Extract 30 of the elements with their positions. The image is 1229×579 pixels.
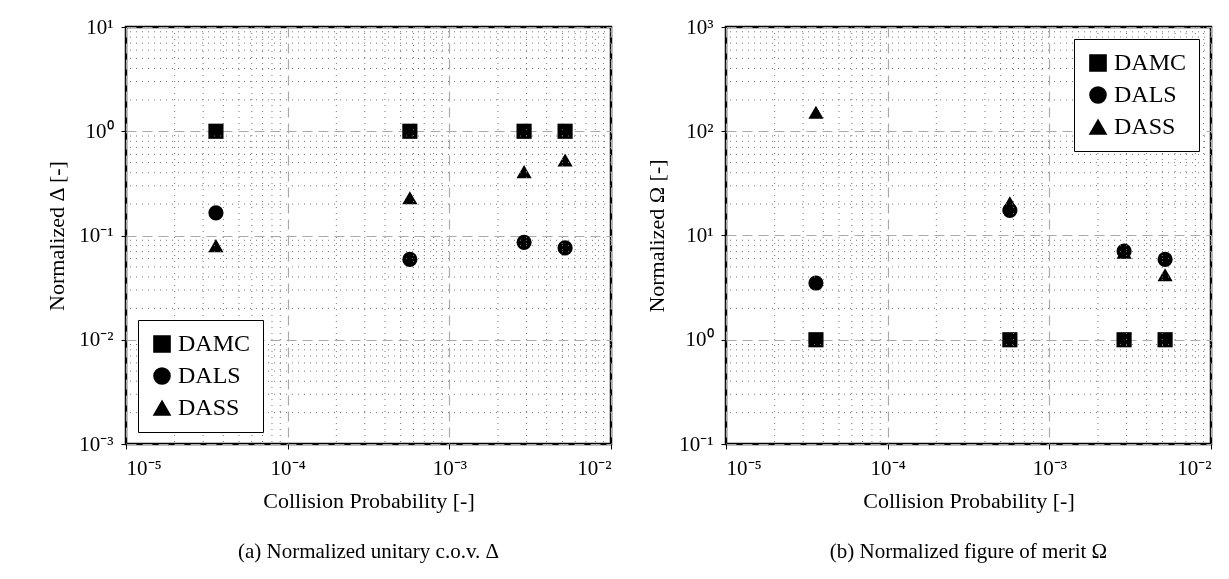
legend-label: DAMC <box>1114 49 1187 75</box>
legend-label: DASS <box>178 394 240 420</box>
y-axis-title: Normalized Ω [-] <box>644 159 670 313</box>
y-tick-label: 10¹ <box>86 14 114 39</box>
x-tick-label: 10⁻⁴ <box>270 455 306 480</box>
y-tick-label: 10² <box>686 118 714 143</box>
y-tick-label: 10⁻¹ <box>79 223 114 247</box>
y-tick-label: 10⁰ <box>685 327 714 352</box>
y-tick-label: 10⁻³ <box>79 431 114 456</box>
x-tick-label: 10⁻³ <box>432 455 467 480</box>
x-tick-label: 10⁻⁵ <box>726 455 762 480</box>
x-tick-label: 10⁻³ <box>1032 455 1067 480</box>
x-axis-title: Collision Probability [-] <box>863 487 1075 513</box>
y-tick-label: 10⁻¹ <box>679 431 714 456</box>
legend-label: DASS <box>1114 113 1176 139</box>
text: (a) Normalized unitary c.o.v. Δ <box>237 539 500 563</box>
legend-label: DALS <box>178 362 241 388</box>
x-tick-label: 10⁻⁵ <box>126 455 162 480</box>
y-axis-title: Normalized Δ [-] <box>44 161 70 311</box>
x-tick-label: 10⁻² <box>577 455 612 480</box>
text: (b) Normalized figure of merit Ω <box>829 539 1108 563</box>
x-tick-label: 10⁻² <box>1177 455 1212 480</box>
y-tick-label: 10¹ <box>686 223 714 247</box>
x-axis-title: Collision Probability [-] <box>263 487 475 513</box>
legend-label: DALS <box>1114 81 1177 107</box>
y-tick-label: 10⁰ <box>85 118 114 143</box>
legend-label: DAMC <box>178 330 251 356</box>
y-tick-label: 10⁻² <box>79 327 114 352</box>
y-tick-label: 10³ <box>686 14 714 39</box>
x-tick-label: 10⁻⁴ <box>870 455 906 480</box>
